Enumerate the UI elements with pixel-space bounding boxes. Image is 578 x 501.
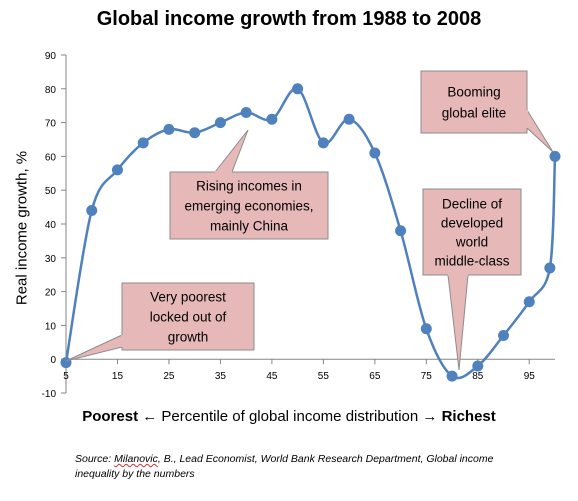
y-tick-label: 20 bbox=[45, 288, 57, 299]
callout-box bbox=[121, 282, 255, 351]
data-point bbox=[472, 360, 484, 372]
data-point bbox=[549, 150, 561, 162]
callout-text: Decline of bbox=[442, 197, 502, 212]
source-prefix: Source: bbox=[75, 453, 115, 465]
callout-text: global elite bbox=[442, 106, 507, 121]
data-point bbox=[163, 123, 175, 135]
callout-pointer bbox=[213, 129, 249, 173]
data-point bbox=[317, 137, 329, 149]
data-point bbox=[544, 262, 556, 274]
right-arrow: → bbox=[422, 408, 438, 425]
data-point bbox=[189, 127, 201, 139]
y-tick-label: 0 bbox=[50, 355, 56, 366]
data-point bbox=[240, 106, 252, 118]
data-point bbox=[266, 113, 278, 125]
callout-text: developed bbox=[441, 216, 503, 231]
callout-text: middle-class bbox=[434, 254, 509, 269]
data-point bbox=[292, 83, 304, 95]
x-axis-label-richest: Richest bbox=[441, 408, 496, 425]
data-point bbox=[523, 296, 535, 308]
y-tick-label: 10 bbox=[45, 321, 57, 332]
data-point bbox=[498, 330, 510, 342]
y-tick-label: 60 bbox=[45, 152, 57, 163]
chart-title: Global income growth from 1988 to 2008 bbox=[96, 8, 482, 30]
data-point bbox=[86, 204, 98, 216]
x-tick-label: 25 bbox=[163, 371, 175, 382]
callout-text: Very poorest bbox=[150, 290, 226, 305]
y-tick-label: 80 bbox=[45, 85, 57, 96]
y-tick-label: 50 bbox=[45, 186, 57, 197]
data-point bbox=[343, 113, 355, 125]
y-tick-label: 40 bbox=[45, 220, 57, 231]
x-tick-label: 15 bbox=[112, 371, 124, 382]
y-tick-label: -10 bbox=[42, 389, 57, 400]
callout-pointer bbox=[65, 334, 123, 362]
x-tick-label: 95 bbox=[524, 371, 536, 382]
callout-text: emerging economies, bbox=[184, 199, 313, 214]
callout-text: Rising incomes in bbox=[196, 179, 302, 194]
data-point bbox=[214, 117, 226, 129]
data-point bbox=[395, 225, 407, 237]
x-axis-label: Poorest ← Percentile of global income di… bbox=[0, 408, 578, 425]
x-tick-label: 35 bbox=[215, 371, 227, 382]
data-point bbox=[369, 147, 381, 159]
source-author: Milanovic bbox=[114, 453, 158, 465]
callout-text: world bbox=[455, 235, 488, 250]
left-arrow: ← bbox=[142, 408, 158, 425]
x-tick-label: 5 bbox=[63, 371, 69, 382]
callout-box bbox=[169, 171, 329, 240]
data-point bbox=[137, 137, 149, 149]
x-tick-label: 65 bbox=[369, 371, 381, 382]
x-axis-label-poorest: Poorest bbox=[82, 408, 139, 425]
x-axis-label-middle: Percentile of global income distribution bbox=[161, 408, 419, 425]
callout-box bbox=[422, 188, 522, 276]
x-tick-label: 55 bbox=[318, 371, 330, 382]
x-tick-label: 45 bbox=[266, 371, 278, 382]
callout-text: locked out of bbox=[150, 310, 227, 325]
data-point bbox=[420, 323, 432, 335]
callout-text: mainly China bbox=[210, 219, 289, 234]
data-point bbox=[446, 370, 458, 382]
x-tick-label: 85 bbox=[472, 371, 484, 382]
callout-text: growth bbox=[168, 330, 209, 345]
callout-pointer bbox=[526, 108, 554, 153]
callout-box bbox=[420, 70, 528, 134]
callout-text: Booming bbox=[447, 85, 500, 100]
y-tick-label: 30 bbox=[45, 254, 57, 265]
y-tick-label: 90 bbox=[45, 51, 57, 62]
source-rest: , B., Lead Economist, World Bank Researc… bbox=[75, 453, 494, 480]
source-note: Source: Milanovic, B., Lead Economist, W… bbox=[75, 452, 515, 482]
data-point bbox=[111, 164, 123, 176]
y-tick-label: 70 bbox=[45, 119, 57, 130]
callout-pointer bbox=[447, 274, 469, 371]
x-tick-label: 75 bbox=[421, 371, 433, 382]
